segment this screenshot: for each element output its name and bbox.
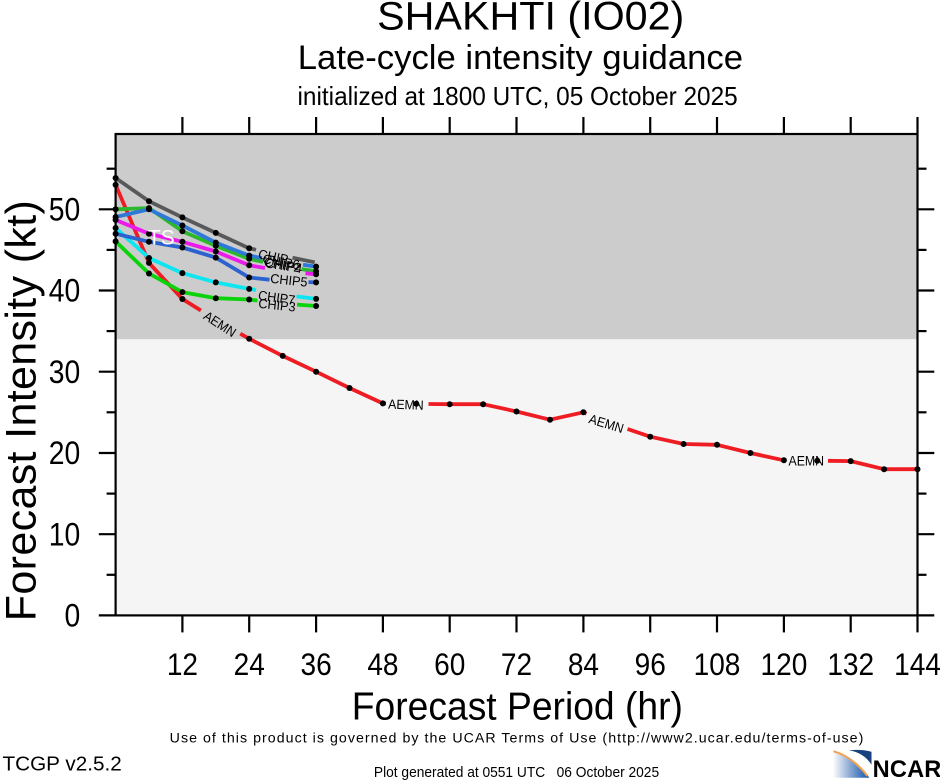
svg-text:Forecast Intensity (kt): Forecast Intensity (kt) bbox=[0, 200, 45, 621]
svg-text:TCGP v2.5.2: TCGP v2.5.2 bbox=[3, 754, 122, 776]
svg-text:CHIP3: CHIP3 bbox=[258, 296, 297, 315]
svg-text:CHIP: CHIP bbox=[257, 246, 290, 267]
svg-text:10: 10 bbox=[49, 518, 81, 553]
svg-text:120: 120 bbox=[761, 647, 808, 682]
svg-text:20: 20 bbox=[49, 436, 81, 471]
svg-text:108: 108 bbox=[694, 647, 741, 682]
svg-text:SHAKHTI (IO02): SHAKHTI (IO02) bbox=[377, 0, 684, 38]
svg-text:0: 0 bbox=[64, 599, 80, 634]
svg-text:72: 72 bbox=[501, 647, 532, 682]
svg-text:AEMN: AEMN bbox=[789, 453, 825, 469]
svg-text:48: 48 bbox=[367, 647, 398, 682]
svg-text:Forecast Period (hr): Forecast Period (hr) bbox=[352, 685, 683, 729]
svg-text:132: 132 bbox=[827, 647, 874, 682]
svg-text:60: 60 bbox=[434, 647, 465, 682]
svg-text:96: 96 bbox=[635, 647, 666, 682]
svg-text:36: 36 bbox=[301, 647, 332, 682]
svg-text:CHIP2: CHIP2 bbox=[263, 254, 302, 276]
svg-text:40: 40 bbox=[49, 274, 81, 309]
svg-text:50: 50 bbox=[49, 193, 81, 228]
svg-text:NCAR: NCAR bbox=[873, 757, 940, 780]
svg-text:30: 30 bbox=[49, 355, 81, 390]
svg-text:Late-cycle intensity guidance: Late-cycle intensity guidance bbox=[298, 39, 743, 77]
svg-text:24: 24 bbox=[234, 647, 265, 682]
svg-text:Plot generated at 0551 UTC 0: Plot generated at 0551 UTC 06 October 20… bbox=[374, 765, 659, 780]
svg-text:Use of this product is governe: Use of this product is governed by the U… bbox=[170, 730, 865, 746]
svg-text:144: 144 bbox=[894, 647, 940, 682]
svg-text:AEMN: AEMN bbox=[388, 396, 424, 413]
svg-text:CHIP6: CHIP6 bbox=[261, 251, 300, 273]
svg-text:TS: TS bbox=[148, 226, 175, 249]
svg-text:CHIP5: CHIP5 bbox=[270, 271, 309, 290]
svg-text:12: 12 bbox=[167, 647, 198, 682]
svg-text:initialized at 1800 UTC, 05 Oc: initialized at 1800 UTC, 05 October 2025 bbox=[298, 82, 738, 111]
svg-text:CHIP4: CHIP4 bbox=[264, 255, 303, 276]
svg-text:CHIP7: CHIP7 bbox=[257, 287, 296, 307]
svg-text:84: 84 bbox=[568, 647, 599, 682]
